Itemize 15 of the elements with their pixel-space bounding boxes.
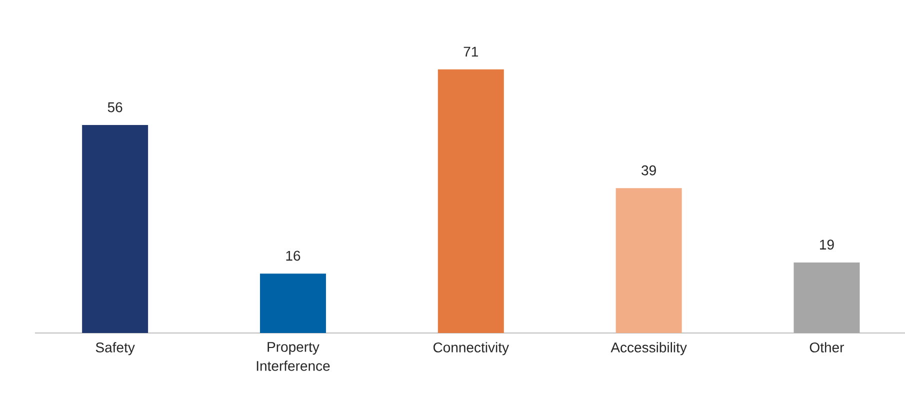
x-tick-label: Accessibility: [610, 342, 687, 356]
data-label: 56: [108, 102, 122, 112]
bar: [438, 69, 504, 333]
x-tick-label: Other: [810, 342, 844, 352]
x-tick-label: Property Interference: [256, 342, 330, 371]
bar: [794, 262, 860, 333]
data-label: 71: [464, 46, 478, 56]
bar: [616, 188, 682, 333]
data-label: 16: [286, 250, 300, 261]
x-tick-label: Safety: [96, 342, 135, 356]
data-label: 39: [642, 165, 656, 176]
data-label: 19: [820, 240, 834, 250]
bar: [82, 125, 148, 333]
bar: [260, 274, 326, 333]
x-tick-label: Connectivity: [433, 342, 509, 356]
